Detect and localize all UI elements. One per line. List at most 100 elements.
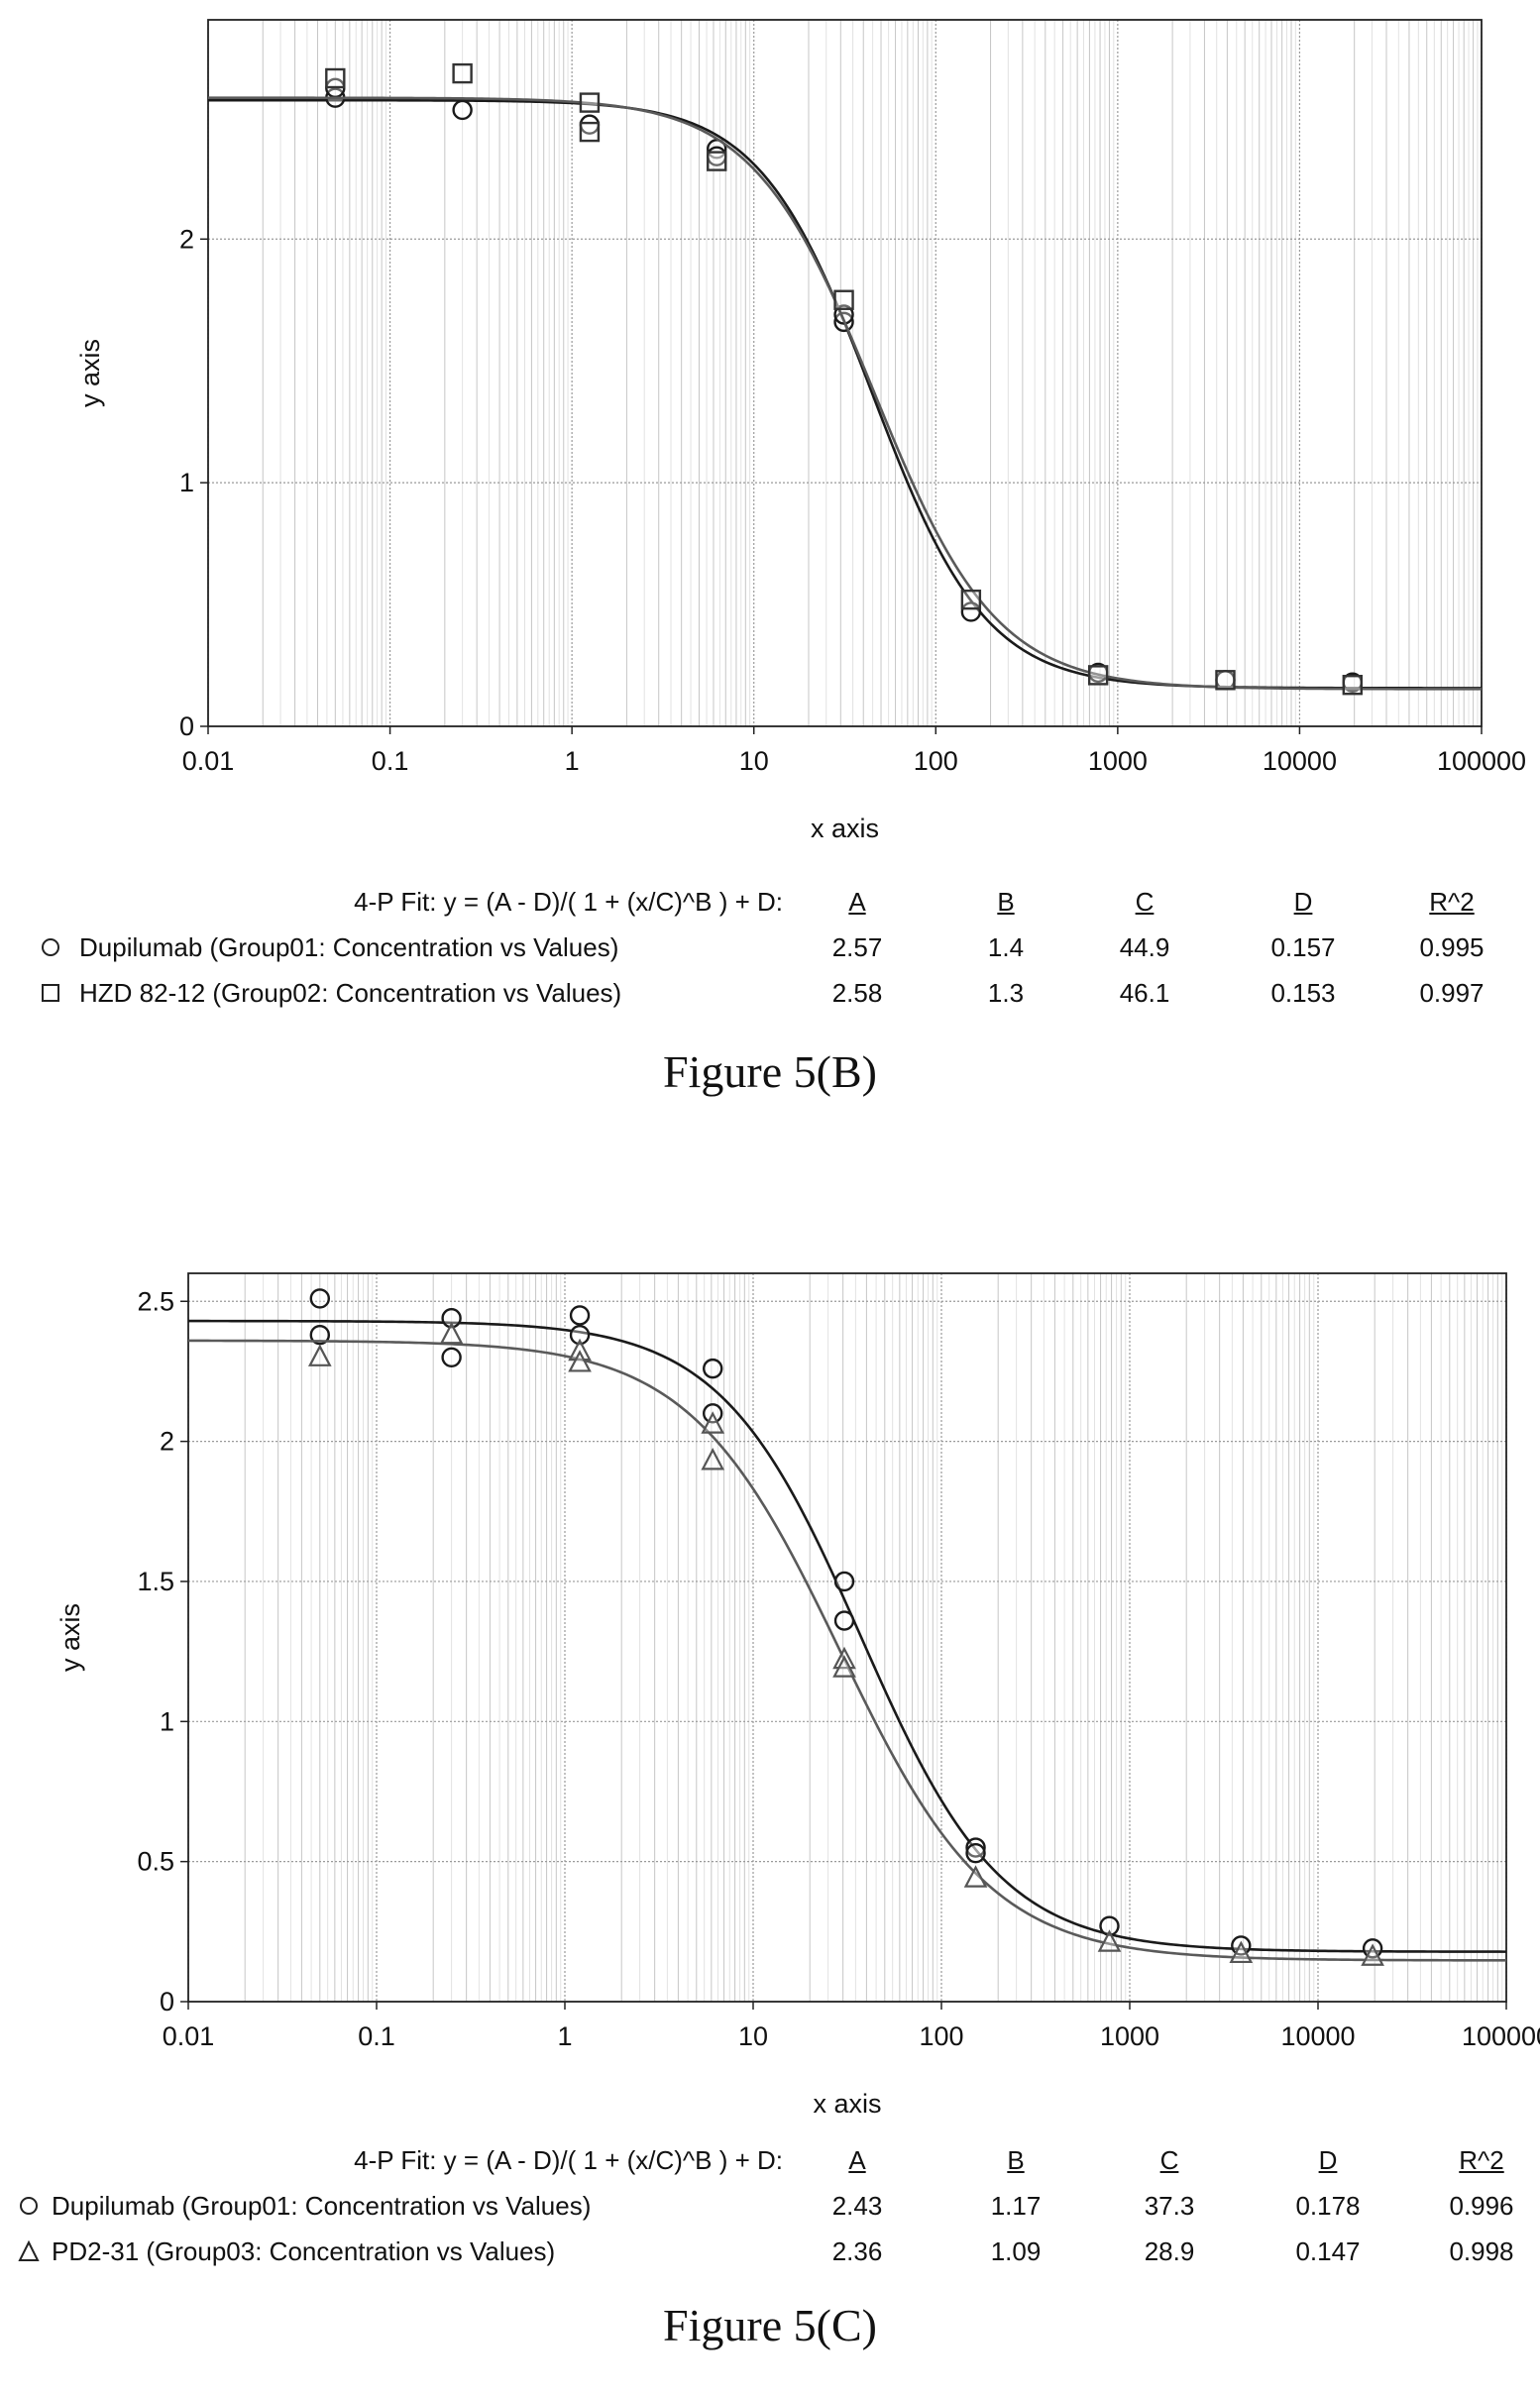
param-d: 0.157 (1270, 932, 1336, 962)
data-point (309, 1324, 331, 1346)
fit-row-series-1: Dupilumab (Group01: Concentration vs Val… (0, 932, 1540, 968)
x-tick-label: 1 (565, 746, 580, 776)
fit-col-c: C (1135, 887, 1155, 917)
fit-curve (188, 1319, 1506, 1953)
y-axis-label: y axis (75, 339, 105, 407)
circle-marker-icon (20, 2197, 38, 2215)
x-axis-label: x axis (811, 814, 879, 843)
data-point (1099, 1915, 1120, 1936)
x-tick-label: 10 (739, 746, 769, 776)
data-point (1342, 675, 1363, 696)
series-square (208, 62, 1482, 696)
series-triangle (188, 1321, 1506, 1966)
fit-header-row: 4-P Fit: y = (A - D)/( 1 + (x/C)^B ) + D… (0, 2145, 1540, 2181)
param-a: 2.58 (831, 978, 883, 1008)
y-tick-label: 2 (179, 224, 194, 254)
figure-caption: Figure 5(B) (663, 1046, 877, 1097)
x-tick-label: 100 (919, 2021, 963, 2051)
fit-table-5c: 4-P Fit: y = (A - D)/( 1 + (x/C)^B ) + D… (0, 2145, 1540, 2266)
data-point (707, 151, 727, 171)
fit-equation: 4-P Fit: y = (A - D)/( 1 + (x/C)^B ) + D… (354, 2145, 783, 2175)
plot-area (208, 20, 1482, 726)
param-a: 2.43 (831, 2191, 883, 2221)
data-point (309, 1288, 331, 1309)
param-r2: 0.995 (1419, 932, 1485, 962)
grid (187, 1273, 1507, 2002)
fit-row-series-2: HZD 82-12 (Group02: Concentration vs Val… (0, 978, 1540, 1014)
series-circle (188, 1288, 1506, 1959)
fit-col-a: A (848, 2145, 866, 2175)
x-tick-label: 0.01 (182, 746, 235, 776)
y-tick-label: 1 (179, 468, 194, 497)
data-point (441, 1308, 462, 1329)
data-point (1361, 1943, 1384, 1966)
data-point (701, 1411, 725, 1434)
data-point (452, 62, 473, 84)
param-c: 46.1 (1119, 978, 1170, 1008)
param-d: 0.153 (1270, 978, 1336, 1008)
param-a: 2.57 (831, 932, 883, 962)
circle-marker-icon (42, 938, 59, 956)
y-tick-label: 0 (160, 1987, 174, 2016)
x-tick-label: 1000 (1088, 746, 1148, 776)
data-point (1215, 670, 1236, 691)
fit-col-r2: R^2 (1459, 2145, 1504, 2175)
data-point (833, 1610, 855, 1631)
x-tick-label: 1 (557, 2021, 572, 2051)
data-point (569, 1305, 591, 1326)
series-name: PD2-31 (Group03: Concentration vs Values… (52, 2236, 556, 2266)
x-axis: 0.01 0.1 1 10 100 1000 10000 100000 (163, 2002, 1540, 2051)
fit-col-b: B (1007, 2145, 1025, 2175)
x-tick-label: 10000 (1280, 2021, 1355, 2051)
series-name: Dupilumab (Group01: Concentration vs Val… (79, 932, 619, 962)
param-d: 0.147 (1295, 2236, 1361, 2266)
y-axis: 0 0.5 1 1.5 2 2.5 (137, 1286, 188, 2016)
data-point (833, 289, 854, 310)
data-point (960, 601, 982, 622)
fit-curve (208, 96, 1482, 691)
y-tick-label: 2.5 (137, 1286, 174, 1316)
x-axis-label: x axis (813, 2089, 881, 2119)
y-axis: 0 1 2 (179, 224, 208, 741)
x-tick-label: 0.01 (163, 2021, 215, 2051)
data-point (701, 1448, 725, 1471)
data-point (1087, 665, 1109, 686)
data-point (965, 1842, 986, 1864)
x-tick-label: 0.1 (372, 746, 409, 776)
figure-5b: 0.01 0.1 1 10 100 1000 10000 100000 x axis 0 1 2 y a… (0, 0, 1540, 1149)
param-d: 0.178 (1295, 2191, 1361, 2221)
data-point (441, 1347, 462, 1368)
data-point (325, 67, 346, 89)
y-tick-label: 0.5 (137, 1847, 174, 1877)
x-tick-label: 100000 (1437, 746, 1526, 776)
param-b: 1.09 (990, 2236, 1042, 2266)
param-c: 28.9 (1144, 2236, 1195, 2266)
data-point (307, 1344, 332, 1366)
axes-frame (207, 19, 1483, 727)
chart-5b: 0.01 0.1 1 10 100 1000 10000 100000 x axis 0 1 2 y a… (75, 19, 1526, 843)
fit-equation: 4-P Fit: y = (A - D)/( 1 + (x/C)^B ) + D… (354, 887, 783, 917)
x-tick-label: 100 (914, 746, 958, 776)
plot-area (188, 1273, 1506, 2002)
series-name: HZD 82-12 (Group02: Concentration vs Val… (79, 978, 622, 1008)
data-point (569, 1324, 591, 1346)
data-point (439, 1321, 464, 1345)
fit-col-d: D (1318, 2145, 1338, 2175)
figure-caption: Figure 5(C) (663, 2300, 877, 2350)
fit-col-r2: R^2 (1429, 887, 1475, 917)
fit-table-5b: 4-P Fit: y = (A - D)/( 1 + (x/C)^B ) + D… (0, 887, 1540, 1008)
fit-curve (188, 1339, 1506, 1962)
data-point (833, 1571, 855, 1592)
x-tick-label: 1000 (1100, 2021, 1159, 2051)
x-tick-label: 0.1 (358, 2021, 395, 2051)
y-axis-label: y axis (55, 1603, 85, 1672)
y-tick-label: 1.5 (137, 1567, 174, 1596)
param-r2: 0.998 (1449, 2236, 1514, 2266)
param-r2: 0.996 (1449, 2191, 1514, 2221)
x-tick-label: 10 (738, 2021, 768, 2051)
param-c: 44.9 (1119, 932, 1170, 962)
figure-5c: 0.01 0.1 1 10 100 1000 10000 100000 x axis 0 0.5 1 1… (0, 1219, 1540, 2398)
data-point (965, 1837, 986, 1858)
param-b: 1.4 (987, 932, 1025, 962)
data-point (579, 92, 601, 113)
